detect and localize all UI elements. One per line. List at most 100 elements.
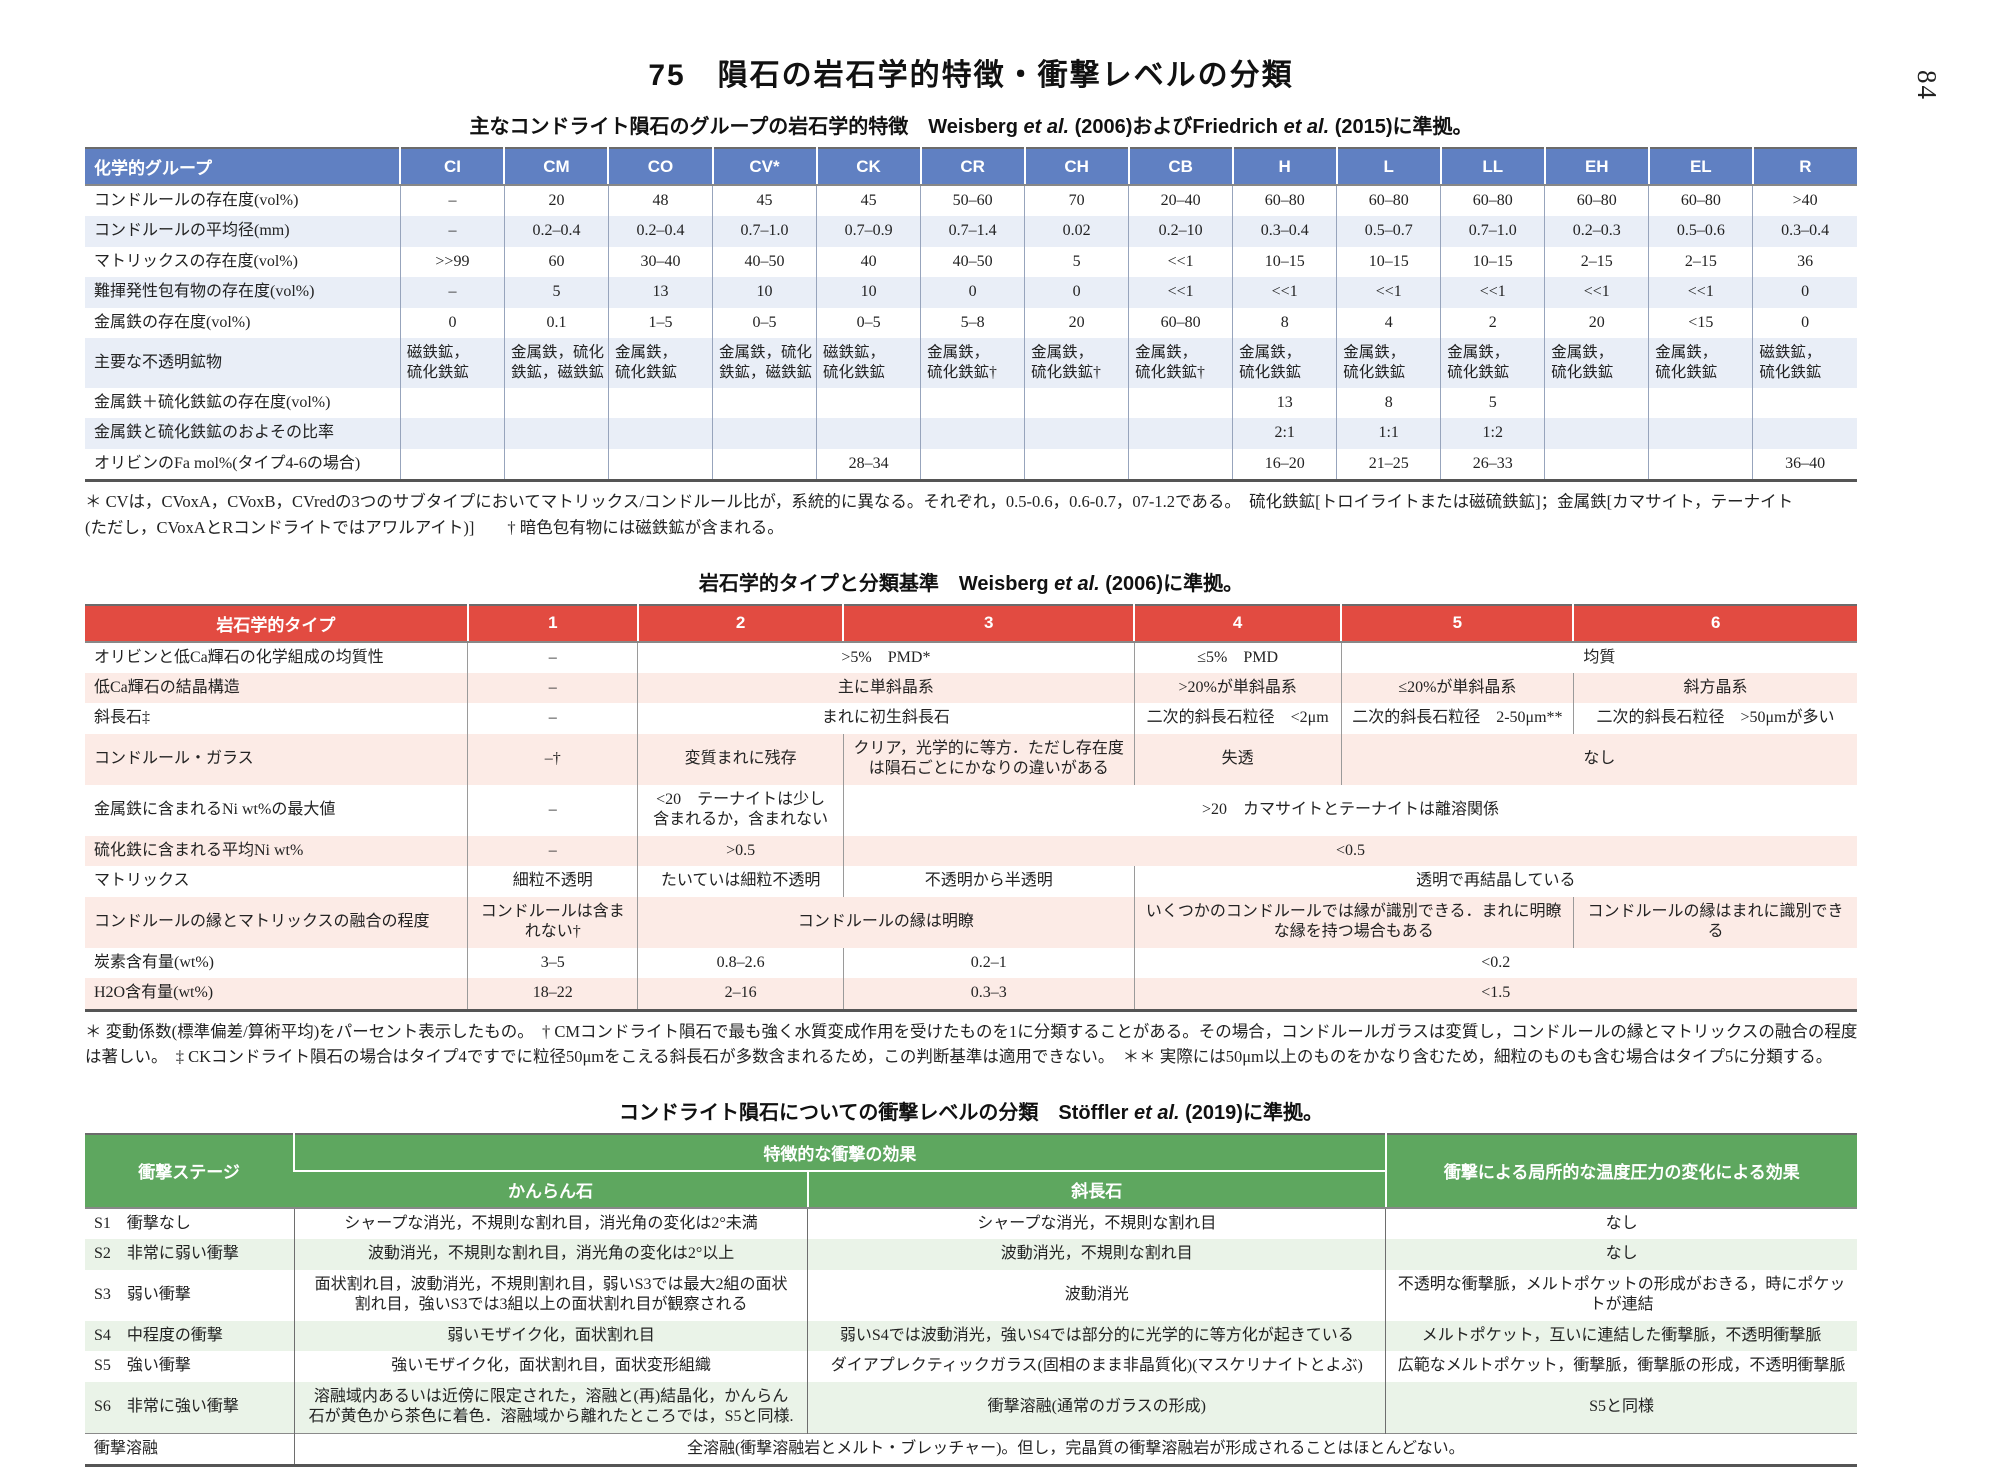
table-cell: 二次的斜長石粒径 2-50μm** — [1340, 703, 1574, 734]
row-label: 低Ca輝石の結晶構造 — [85, 673, 468, 704]
column-header: CO — [607, 148, 713, 186]
table-cell: シャープな消光，不規則な割れ目 — [807, 1207, 1386, 1240]
table-cell: 金属鉄， 硫化鉄鉱 — [1544, 338, 1649, 388]
table-cell: 10–15 — [1440, 246, 1545, 278]
caption-text: (2019)に準拠。 — [1179, 1101, 1323, 1124]
column-header: 2 — [636, 604, 844, 643]
table-cell: >20%が単斜晶系 — [1133, 673, 1342, 704]
table-cell: まれに初生斜長石 — [637, 703, 1134, 734]
table-cell: 0.3–0.4 — [1752, 216, 1857, 247]
table-cell: 0.3–0.4 — [1232, 216, 1337, 247]
table-cell: <<1 — [1128, 246, 1233, 278]
table-cell: >40 — [1752, 185, 1857, 217]
table-cell: 10–15 — [1336, 246, 1441, 278]
table-cell: 10 — [816, 277, 921, 308]
table-cell — [1128, 418, 1233, 449]
table-cell — [1752, 388, 1857, 419]
page-title: 75 隕石の岩石学的特徴・衝撃レベルの分類 — [648, 59, 1294, 92]
table-cell: >5% PMD* — [637, 641, 1134, 673]
table-cell: 0.8–2.6 — [637, 947, 844, 979]
table-cell — [920, 388, 1025, 419]
table-cell: 20 — [1024, 307, 1129, 339]
table-cell — [503, 418, 609, 449]
table-cell: 磁鉄鉱， 硫化鉄鉱 — [399, 338, 505, 388]
table-cell: 60–80 — [1128, 307, 1233, 339]
table-cell: 20 — [503, 185, 609, 217]
table-cell: 2:1 — [1232, 418, 1337, 449]
table-cell — [1648, 448, 1753, 481]
table-row: コンドルール・ガラス –† 変質まれに残存 クリア，光学的に等方．ただし存在度 は隕石… — [85, 733, 1857, 785]
column-header: CM — [503, 148, 609, 186]
table-cell: 弱いモザイク化，面状割れ目 — [293, 1320, 808, 1352]
table-cell: 1–5 — [607, 307, 713, 339]
row-label: 斜長石‡ — [94, 709, 151, 727]
table-cell: 1:1 — [1336, 418, 1441, 449]
table-cell: 1:2 — [1440, 418, 1545, 449]
table-cell: 面状割れ目，波動消光，不規則割れ目，弱いS3では最大2組の面状 割れ目，強いS3… — [293, 1269, 808, 1321]
table-cell: 斜方晶系 — [1572, 673, 1857, 704]
table-cell: なし — [1385, 1207, 1857, 1240]
table-cell: 18–22 — [467, 978, 638, 1011]
table-cell: 10 — [712, 277, 817, 308]
table-cell — [399, 448, 505, 481]
table-cell: 金属鉄， 硫化鉄鉱 — [1336, 338, 1441, 388]
table-cell — [1128, 448, 1233, 481]
row-label: コンドルール・ガラス — [85, 733, 468, 785]
table-cell: – — [467, 703, 638, 734]
table-cell: 36 — [1752, 246, 1857, 278]
table-cell: – — [399, 216, 505, 247]
table-cell: 細粒不透明 — [467, 866, 638, 897]
table-cell: 主に単斜晶系 — [637, 673, 1134, 704]
table-cell — [1648, 418, 1753, 449]
table-cell — [816, 418, 921, 449]
table2-caption: 岩石学的タイプと分類基準 Weisberg et al. (2006)に準拠。 — [85, 567, 1857, 596]
table-cell — [1544, 448, 1649, 481]
table-cell: 20–40 — [1128, 185, 1233, 217]
table-cell: <<1 — [1544, 277, 1649, 308]
row-label: S4 中程度の衝撃 — [85, 1320, 295, 1352]
table-cell: 60–80 — [1232, 185, 1337, 217]
table-cell: 13 — [607, 277, 713, 308]
table-cell: 全溶融(衝撃溶融岩とメルト・ブレッチャー)。但し，完晶質の衝撃溶融岩が形成される… — [293, 1432, 1857, 1466]
caption-text: (2015)に準拠。 — [1329, 116, 1473, 138]
caption-text: 主なコンドライト隕石のグループの岩石学的特徴 Weisberg — [469, 116, 1024, 138]
table-cell: 36–40 — [1752, 448, 1857, 481]
header-row: 化学的グループ CI CM CO CV* CK CR CH CB H L LL EH EL R — [85, 148, 1857, 186]
table-cell: 4 — [1336, 307, 1441, 339]
column-header: 3 — [842, 604, 1134, 643]
table-cell — [607, 418, 713, 449]
table-row: 硫化鉄に含まれる平均Ni wt% – >0.5 <0.5 — [85, 835, 1857, 867]
table-cell: 金属鉄， 硫化鉄鉱† — [1024, 338, 1129, 388]
row-label: コンドルールの平均径(mm) — [85, 216, 401, 247]
row-label: 金属鉄＋硫化鉄鉱の存在度(vol%) — [94, 394, 331, 411]
header-subrow: かんらん石 斜長石 — [85, 1170, 1857, 1209]
column-header: 岩石学的タイプ — [85, 604, 468, 643]
table-row: 主要な不透明鉱物 磁鉄鉱， 硫化鉄鉱 金属鉄，硫化 鉄鉱，磁鉄鉱 金属鉄， 硫化鉄鉱金… — [85, 338, 1857, 388]
table-cell: <15 — [1648, 307, 1753, 339]
table-row: 斜長石‡ – まれに初生斜長石 二次的斜長石粒径 <2μm 二次的斜長石粒径 2-50μ… — [85, 703, 1857, 734]
table-cell: 70 — [1024, 185, 1129, 217]
page-content: 75 隕石の岩石学的特徴・衝撃レベルの分類 主なコンドライト隕石のグループの岩石… — [85, 0, 1857, 1467]
table-cell: 0.7–1.0 — [1440, 216, 1545, 247]
table-row: オリビンのFa mol%(タイプ4-6の場合) 28–34 16–20 21–25 26… — [85, 448, 1857, 481]
table-row: S3 弱い衝撃 面状割れ目，波動消光，不規則割れ目，弱いS3では最大2組の面状 割… — [85, 1269, 1857, 1321]
table-row: コンドルールの縁とマトリックスの融合の程度 コンドルールは含ま れない† コンドルー… — [85, 896, 1857, 948]
column-header: 5 — [1340, 604, 1574, 643]
table-cell — [607, 388, 713, 419]
column-header: LL — [1439, 148, 1545, 186]
table-cell: 0.5–0.7 — [1336, 216, 1441, 247]
table-cell: 0.7–0.9 — [816, 216, 921, 247]
table-cell: 2 — [1440, 307, 1545, 339]
row-label: オリビンのFa mol%(タイプ4-6の場合) — [94, 454, 361, 472]
table-cell: 不透明から半透明 — [842, 866, 1134, 897]
table-cell: クリア，光学的に等方．ただし存在度 は隕石ごとにかなりの違いがある — [842, 733, 1134, 785]
column-header-plagioclase: 斜長石 — [806, 1170, 1386, 1209]
row-label: 難揮発性包有物の存在度(vol%) — [85, 277, 401, 308]
table-cell: 0.5–0.6 — [1648, 216, 1753, 247]
table-cell: 金属鉄， 硫化鉄鉱† — [1128, 338, 1233, 388]
table-cell: たいていは細粒不透明 — [637, 866, 844, 897]
chondrite-groups-table: 化学的グループ CI CM CO CV* CK CR CH CB H L LL EH EL R コンドルールの… — [85, 147, 1857, 483]
table-cell: ≤20%が単斜晶系 — [1340, 673, 1574, 704]
row-label: 主要な不透明鉱物 — [85, 338, 401, 388]
table-cell — [607, 448, 713, 481]
